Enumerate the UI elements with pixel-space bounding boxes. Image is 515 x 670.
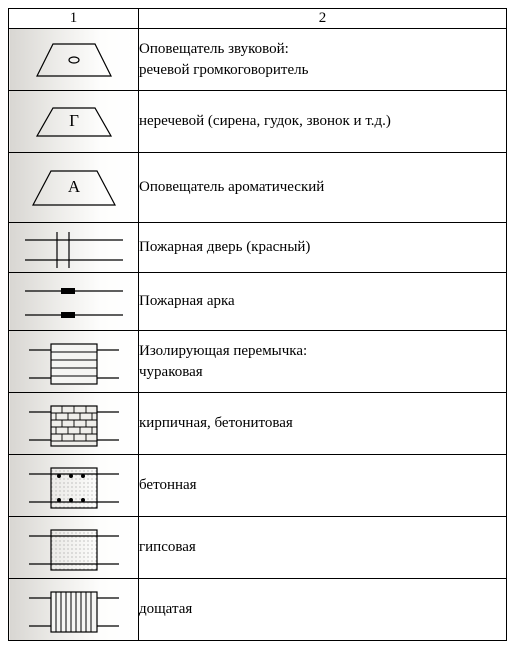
desc-cell: Пожарная арка (139, 273, 507, 331)
desc-cell: кирпичная, бетонитовая (139, 393, 507, 455)
isolation-brick-icon (19, 396, 129, 452)
fire-arch-icon (19, 277, 129, 327)
table-row: А Оповещатель ароматический (9, 153, 507, 223)
symbol-cell (9, 579, 139, 641)
svg-text:А: А (67, 177, 80, 196)
desc-cell: неречевой (сирена, гудок, звонок и т.д.) (139, 91, 507, 153)
table-row: бетонная (9, 455, 507, 517)
isolation-concrete-icon (19, 458, 129, 514)
table-row: Пожарная дверь (красный) (9, 223, 507, 273)
siren-trapezoid-g-icon: Г (19, 98, 129, 146)
desc-cell: Изолирующая перемычка:чураковая (139, 331, 507, 393)
symbol-cell: Г (9, 91, 139, 153)
speaker-trapezoid-dot-icon (19, 32, 129, 88)
svg-text:Г: Г (69, 111, 79, 130)
symbol-cell (9, 331, 139, 393)
desc-cell: Оповещатель звуковой:речевой громкоговор… (139, 29, 507, 91)
desc-cell: гипсовая (139, 517, 507, 579)
table-row: Изолирующая перемычка:чураковая (9, 331, 507, 393)
fire-door-icon (19, 226, 129, 270)
table-row: Оповещатель звуковой:речевой громкоговор… (9, 29, 507, 91)
symbols-table: 1 2 Оповещатель звуковой:речевой громког… (8, 8, 507, 641)
table-row: Г неречевой (сирена, гудок, звонок и т.д… (9, 91, 507, 153)
isolation-gypsum-icon (19, 520, 129, 576)
isolation-board-icon (19, 582, 129, 638)
symbol-cell (9, 29, 139, 91)
header-col2: 2 (139, 9, 507, 29)
isolation-churak-icon (19, 334, 129, 390)
desc-cell: бетонная (139, 455, 507, 517)
header-col1: 1 (9, 9, 139, 29)
table-row: кирпичная, бетонитовая (9, 393, 507, 455)
symbol-cell (9, 393, 139, 455)
symbol-cell (9, 517, 139, 579)
desc-cell: Пожарная дверь (красный) (139, 223, 507, 273)
table-row: Пожарная арка (9, 273, 507, 331)
table-row: гипсовая (9, 517, 507, 579)
symbol-cell (9, 455, 139, 517)
desc-cell: Оповещатель ароматический (139, 153, 507, 223)
table-row: дощатая (9, 579, 507, 641)
symbol-cell (9, 273, 139, 331)
desc-cell: дощатая (139, 579, 507, 641)
aromatic-trapezoid-a-icon: А (19, 159, 129, 217)
symbol-cell: А (9, 153, 139, 223)
symbol-cell (9, 223, 139, 273)
header-row: 1 2 (9, 9, 507, 29)
